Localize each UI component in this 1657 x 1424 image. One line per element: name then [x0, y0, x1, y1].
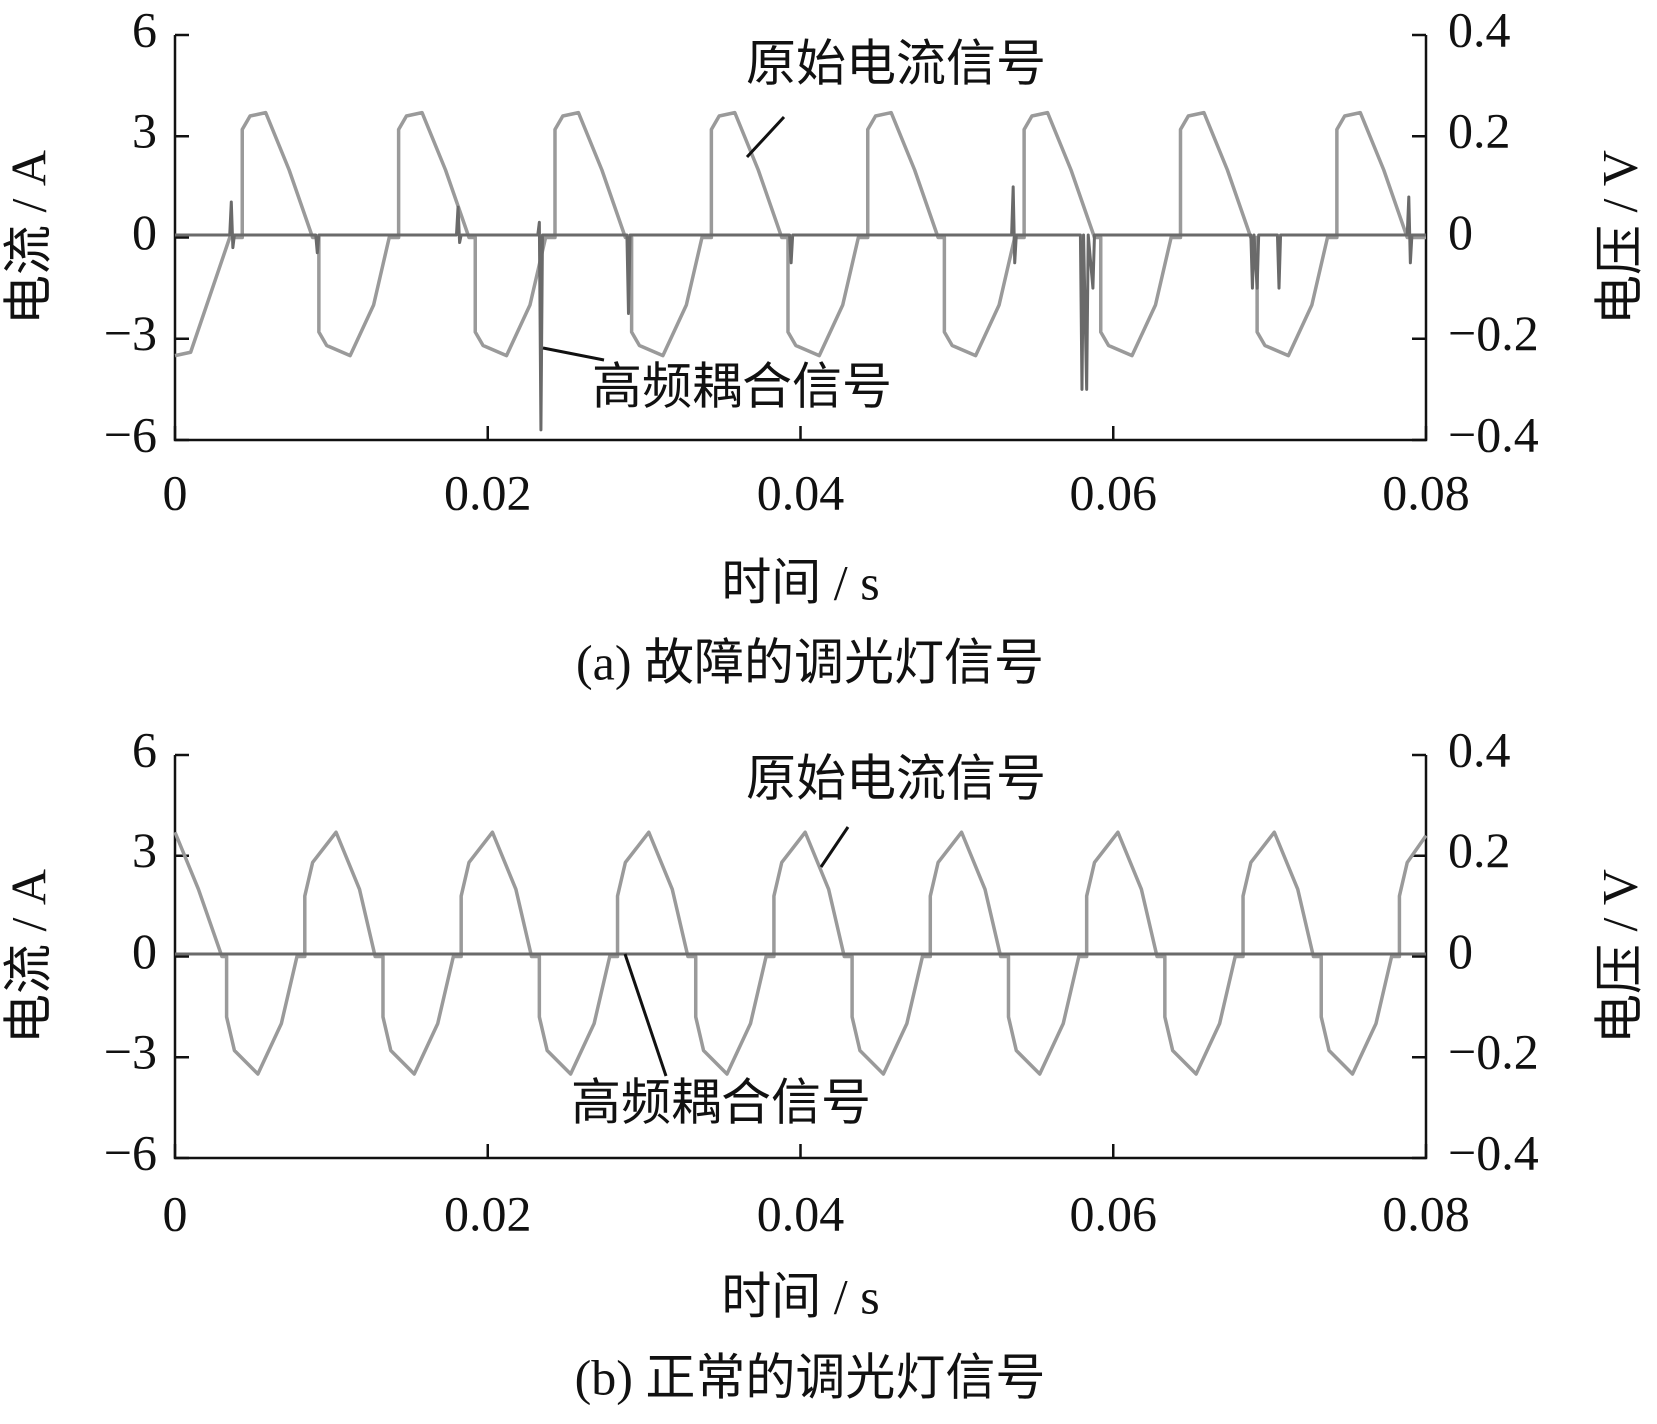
y-axis-title: 电流 / A: [0, 150, 56, 325]
caption: (a) 故障的调光灯信号: [576, 634, 1044, 690]
y-tick-label: −3: [104, 305, 157, 361]
y2-tick-label: 0: [1448, 923, 1473, 979]
x-tick-label: 0.08: [1382, 464, 1470, 520]
annotation-leader: [623, 953, 668, 1077]
y2-tick-label: 0.2: [1448, 822, 1511, 878]
series-label: 原始电流信号: [746, 35, 1046, 91]
x-tick-label: 0.04: [757, 464, 845, 520]
y2-tick-label: 0.2: [1448, 103, 1511, 159]
x-tick-label: 0.06: [1070, 1185, 1158, 1241]
y2-tick-label: 0.4: [1448, 721, 1511, 777]
caption: (b) 正常的调光灯信号: [575, 1349, 1046, 1405]
series-line: [174, 110, 1426, 358]
y2-tick-label: −0.2: [1448, 1024, 1539, 1080]
y2-tick-label: −0.2: [1448, 305, 1539, 361]
x-tick-label: 0.02: [444, 1185, 532, 1241]
y-axis-title: 电流 / A: [0, 869, 56, 1044]
series-line: [173, 830, 1428, 1076]
y2-axis-title: 电压 / V: [1591, 150, 1647, 325]
y2-tick-label: 0.4: [1448, 1, 1511, 57]
x-axis-title: 时间 / s: [721, 1268, 879, 1324]
x-tick-label: 0.06: [1070, 464, 1158, 520]
series-label: 高频耦合信号: [592, 358, 892, 414]
x-tick-label: 0: [163, 1185, 188, 1241]
x-tick-label: 0.04: [757, 1185, 845, 1241]
series-label: 原始电流信号: [746, 750, 1046, 806]
y-tick-label: 0: [132, 204, 157, 260]
annotation-leader: [819, 826, 850, 868]
y-tick-label: 0: [132, 923, 157, 979]
series-label: 高频耦合信号: [571, 1074, 871, 1130]
y-tick-label: 3: [132, 822, 157, 878]
y2-tick-label: −0.4: [1448, 1124, 1539, 1180]
x-tick-label: 0.08: [1382, 1185, 1470, 1241]
x-tick-label: 0.02: [444, 464, 532, 520]
annotation-leader: [542, 346, 605, 362]
series-line: [175, 185, 1426, 432]
y2-tick-label: −0.4: [1448, 406, 1539, 462]
y-tick-label: −6: [104, 1124, 157, 1180]
y-tick-label: −3: [104, 1024, 157, 1080]
x-axis-title: 时间 / s: [721, 554, 879, 610]
annotation-leader: [745, 115, 786, 159]
y2-axis-title: 电压 / V: [1591, 869, 1647, 1044]
y-tick-label: −6: [104, 406, 157, 462]
x-tick-label: 0: [163, 464, 188, 520]
y-tick-label: 6: [132, 721, 157, 777]
y-tick-label: 3: [132, 103, 157, 159]
y2-tick-label: 0: [1448, 204, 1473, 260]
y-tick-label: 6: [132, 1, 157, 57]
